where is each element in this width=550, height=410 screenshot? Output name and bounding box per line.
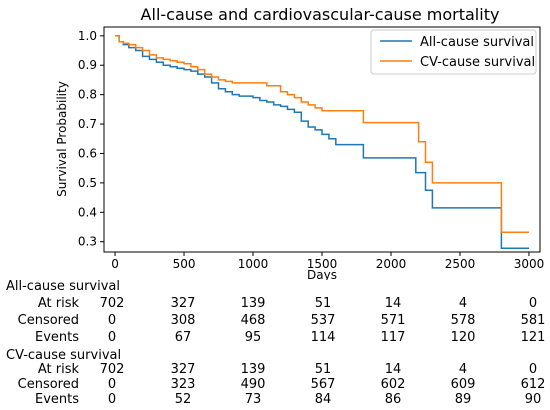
risk-cell: 0 bbox=[107, 392, 117, 407]
risk-cell: 327 bbox=[170, 296, 196, 311]
risk-cell: 0 bbox=[107, 330, 117, 345]
risk-cell: 86 bbox=[384, 392, 402, 407]
risk-cell: 571 bbox=[380, 313, 406, 328]
risk-cell: 14 bbox=[384, 296, 402, 311]
risk-row-events: Events 0 52 73 84 86 89 90 bbox=[0, 392, 550, 409]
risk-cell: 73 bbox=[244, 392, 262, 407]
risk-cell: 117 bbox=[380, 330, 406, 345]
risk-cell: 0 bbox=[528, 296, 538, 311]
risk-row-events: Events 0 67 95 114 117 120 121 bbox=[0, 330, 550, 347]
risk-cell: 327 bbox=[170, 362, 196, 377]
risk-cell: 51 bbox=[314, 362, 332, 377]
risk-cell: 90 bbox=[524, 392, 542, 407]
risk-cell: 0 bbox=[107, 377, 117, 392]
risk-cell: 581 bbox=[520, 313, 546, 328]
y-tick-label: 0.3 bbox=[78, 235, 97, 249]
risk-cell: 4 bbox=[458, 362, 468, 377]
y-tick-label: 0.9 bbox=[78, 58, 97, 72]
x-tick-label: 2000 bbox=[376, 257, 407, 271]
row-label: At risk bbox=[37, 296, 79, 311]
risk-cell: 468 bbox=[240, 313, 266, 328]
risk-cell: 537 bbox=[310, 313, 336, 328]
y-tick-label: 1.0 bbox=[78, 29, 97, 43]
risk-section-title: All-cause survival bbox=[6, 279, 120, 294]
x-axis-ticks: 0 500 1000 1500 2000 2500 3000 bbox=[111, 252, 544, 271]
y-tick-label: 0.4 bbox=[78, 205, 97, 219]
x-tick-label: 1000 bbox=[238, 257, 269, 271]
risk-cell: 578 bbox=[450, 313, 476, 328]
risk-cell: 52 bbox=[174, 392, 192, 407]
risk-cell: 0 bbox=[107, 313, 117, 328]
y-axis-label: Survival Probability bbox=[55, 81, 69, 197]
risk-cell: 702 bbox=[99, 296, 125, 311]
risk-cell: 120 bbox=[450, 330, 476, 345]
risk-cell: 67 bbox=[174, 330, 192, 345]
legend: All-cause survival CV-cause survival bbox=[370, 29, 537, 75]
risk-cell: 602 bbox=[380, 377, 406, 392]
series-line-all-cause bbox=[115, 35, 529, 249]
risk-row-censored: Censored 0 308 468 537 571 578 581 bbox=[0, 313, 550, 330]
risk-cell: 121 bbox=[520, 330, 546, 345]
risk-cell: 84 bbox=[314, 392, 332, 407]
legend-label-cv-cause: CV-cause survival bbox=[420, 55, 535, 70]
risk-cell: 139 bbox=[240, 296, 266, 311]
y-tick-label: 0.7 bbox=[78, 117, 97, 131]
risk-cell: 114 bbox=[310, 330, 336, 345]
series-line-cv-cause bbox=[115, 35, 529, 234]
risk-row-censored: Censored 0 323 490 567 602 609 612 bbox=[0, 377, 550, 394]
risk-cell: 612 bbox=[520, 377, 546, 392]
risk-cell: 490 bbox=[240, 377, 266, 392]
x-tick-label: 500 bbox=[173, 257, 196, 271]
risk-cell: 567 bbox=[310, 377, 336, 392]
row-label: Events bbox=[34, 392, 79, 407]
risk-cell: 702 bbox=[99, 362, 125, 377]
chart-title: All-cause and cardiovascular-cause morta… bbox=[141, 5, 500, 24]
legend-label-all-cause: All-cause survival bbox=[420, 35, 534, 50]
risk-row-at-risk: At risk 702 327 139 51 14 4 0 bbox=[0, 362, 550, 379]
risk-cell: 4 bbox=[458, 296, 468, 311]
x-tick-label: 1500 bbox=[307, 257, 338, 271]
risk-cell: 51 bbox=[314, 296, 332, 311]
y-tick-label: 0.5 bbox=[78, 176, 97, 190]
row-label: Censored bbox=[17, 377, 79, 392]
row-label: Censored bbox=[17, 313, 79, 328]
risk-section-title: CV-cause survival bbox=[6, 348, 122, 363]
row-label: At risk bbox=[37, 362, 79, 377]
legend-box bbox=[370, 29, 537, 75]
y-tick-label: 0.8 bbox=[78, 88, 97, 102]
risk-row-at-risk: At risk 702 327 139 51 14 4 0 bbox=[0, 296, 550, 313]
risk-cell: 308 bbox=[170, 313, 196, 328]
risk-cell: 14 bbox=[384, 362, 402, 377]
risk-cell: 95 bbox=[244, 330, 262, 345]
series-layer bbox=[115, 35, 529, 249]
risk-cell: 89 bbox=[454, 392, 472, 407]
y-tick-label: 0.6 bbox=[78, 146, 97, 160]
x-tick-label: 3000 bbox=[514, 257, 545, 271]
row-label: Events bbox=[34, 330, 79, 345]
x-axis-label: Days bbox=[307, 268, 337, 280]
risk-cell: 323 bbox=[170, 377, 196, 392]
risk-cell: 0 bbox=[528, 362, 538, 377]
risk-cell: 139 bbox=[240, 362, 266, 377]
survival-chart: All-cause and cardiovascular-cause morta… bbox=[55, 5, 544, 280]
x-tick-label: 0 bbox=[111, 257, 119, 271]
y-axis-ticks: 0.3 0.4 0.5 0.6 0.7 0.8 0.9 1.0 bbox=[78, 29, 104, 249]
x-tick-label: 2500 bbox=[445, 257, 476, 271]
risk-cell: 609 bbox=[450, 377, 476, 392]
